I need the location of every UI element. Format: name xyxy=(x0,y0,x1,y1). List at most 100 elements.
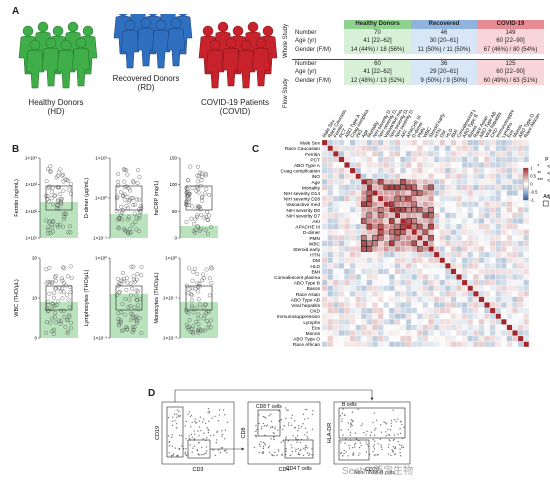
event xyxy=(311,454,313,456)
corr-cell xyxy=(411,341,418,348)
corr-cell xyxy=(467,263,474,269)
corr-cell xyxy=(473,184,479,191)
table-header-row: Healthy Donors Recovered COVID-19 xyxy=(292,20,544,29)
corr-cell xyxy=(450,201,457,207)
corr-cell xyxy=(394,206,401,213)
corr-cell xyxy=(506,201,513,207)
y-axis-label: D-dimer (μg/mL) xyxy=(84,178,90,218)
corr-cell xyxy=(405,341,412,348)
corr-cell xyxy=(456,285,462,292)
event xyxy=(198,435,200,437)
column-label: WBC xyxy=(422,126,433,139)
corr-cell xyxy=(333,319,339,325)
event xyxy=(200,430,202,432)
corr-cell xyxy=(411,313,418,320)
data-point xyxy=(61,308,66,313)
corr-cell xyxy=(400,190,406,196)
corr-cell xyxy=(338,195,345,202)
data-point xyxy=(190,303,195,308)
corr-cell xyxy=(422,285,429,292)
corr-cell xyxy=(495,263,502,269)
corr-cell xyxy=(461,235,468,241)
data-point xyxy=(52,193,57,198)
event xyxy=(358,446,361,449)
event xyxy=(352,454,354,456)
corr-cell xyxy=(467,212,474,219)
data-point xyxy=(50,316,55,321)
corr-cell xyxy=(422,162,429,168)
data-point xyxy=(136,167,141,172)
corr-cell xyxy=(411,173,418,179)
data-point xyxy=(190,305,195,310)
corr-cell xyxy=(344,257,350,264)
corr-cell xyxy=(501,151,507,157)
event xyxy=(262,447,265,450)
corr-cell xyxy=(433,212,440,219)
corr-cell xyxy=(428,212,434,219)
data-point xyxy=(201,316,206,321)
row-label: Viral hepatitis xyxy=(291,303,320,309)
corr-cell xyxy=(439,251,446,258)
corr-cell xyxy=(321,201,328,207)
row-label: Race Caucasian xyxy=(285,146,321,152)
data-point xyxy=(116,316,121,321)
corr-cell xyxy=(383,145,390,151)
corr-cell xyxy=(445,235,451,241)
data-point xyxy=(191,269,196,274)
corr-cell xyxy=(501,268,507,275)
event xyxy=(278,450,280,452)
corr-cell xyxy=(400,184,406,191)
data-point xyxy=(124,287,129,292)
corr-cell xyxy=(461,195,468,202)
corr-cell xyxy=(517,246,524,252)
column-label: AKI xyxy=(400,129,409,139)
corr-cell xyxy=(461,268,468,275)
corr-cell xyxy=(467,279,474,286)
data-point xyxy=(116,311,121,316)
corr-cell xyxy=(445,251,451,258)
corr-cell xyxy=(327,279,333,286)
corr-cell xyxy=(411,335,418,342)
event xyxy=(303,447,305,450)
corr-cell xyxy=(344,167,350,174)
data-point xyxy=(44,179,49,184)
corr-cell xyxy=(467,195,474,202)
corr-cell xyxy=(389,319,395,325)
corr-cell xyxy=(405,139,412,146)
data-point xyxy=(57,285,62,290)
data-point xyxy=(56,299,61,304)
corr-cell xyxy=(473,190,479,196)
data-point xyxy=(196,205,201,210)
corr-cell xyxy=(361,341,367,348)
data-point xyxy=(118,190,123,195)
cell: 46 xyxy=(411,28,477,37)
corr-cell xyxy=(333,307,339,314)
event xyxy=(287,440,290,442)
event xyxy=(205,450,208,452)
data-point xyxy=(46,302,51,307)
corr-cell xyxy=(428,335,434,342)
corr-cell xyxy=(501,263,507,269)
corr-cell xyxy=(411,279,418,286)
corr-cell xyxy=(484,139,490,146)
corr-cell xyxy=(456,151,462,157)
corr-cell xyxy=(327,162,333,168)
corr-cell xyxy=(383,274,390,280)
corr-cell xyxy=(433,319,440,325)
data-point xyxy=(196,297,201,302)
corr-cell xyxy=(467,235,474,241)
corr-cell xyxy=(501,207,507,213)
event xyxy=(221,447,224,449)
corr-cell xyxy=(495,167,502,174)
corr-cell xyxy=(327,156,333,163)
corr-cell xyxy=(417,218,423,224)
event xyxy=(365,434,367,436)
corr-cell xyxy=(433,179,440,185)
data-point xyxy=(117,323,122,328)
corr-cell xyxy=(366,145,373,151)
corr-cell xyxy=(495,296,502,303)
data-point xyxy=(190,324,195,329)
event xyxy=(401,446,403,449)
corr-cell xyxy=(456,139,462,146)
data-point xyxy=(195,213,200,218)
